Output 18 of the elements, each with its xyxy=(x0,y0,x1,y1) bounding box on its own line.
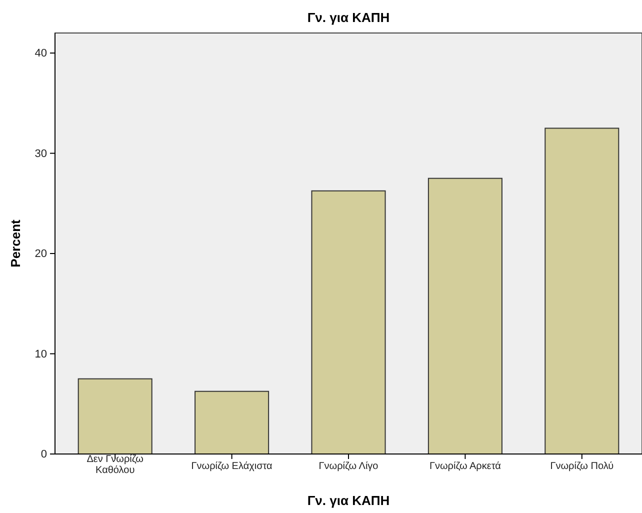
bar xyxy=(311,190,386,454)
x-tick-label: Γνωρίζω Λίγο xyxy=(318,461,379,472)
x-tick-label: Δεν Γνωρίζω Καθόλου xyxy=(86,454,144,476)
x-axis-title: Γν. για ΚΑΠΗ xyxy=(307,493,390,508)
y-tick-label: 20 xyxy=(34,248,47,260)
bar xyxy=(428,178,502,454)
bar xyxy=(544,128,620,454)
y-axis-title: Percent xyxy=(8,218,23,268)
x-tick-label: Γνωρίζω Ελάχιστα xyxy=(191,461,273,472)
bar xyxy=(194,390,270,454)
y-tick-label: 30 xyxy=(34,148,47,160)
y-tick-label: 0 xyxy=(40,448,47,461)
y-tick-label: 10 xyxy=(34,348,47,360)
x-tick-label: Γνωρίζω Αρκετά xyxy=(429,461,502,472)
bar xyxy=(78,378,152,454)
y-tick-label: 40 xyxy=(34,48,47,60)
x-tick-label: Γνωρίζω Πολύ xyxy=(550,461,614,472)
chart-title: Γν. για ΚΑΠΗ xyxy=(307,10,390,25)
